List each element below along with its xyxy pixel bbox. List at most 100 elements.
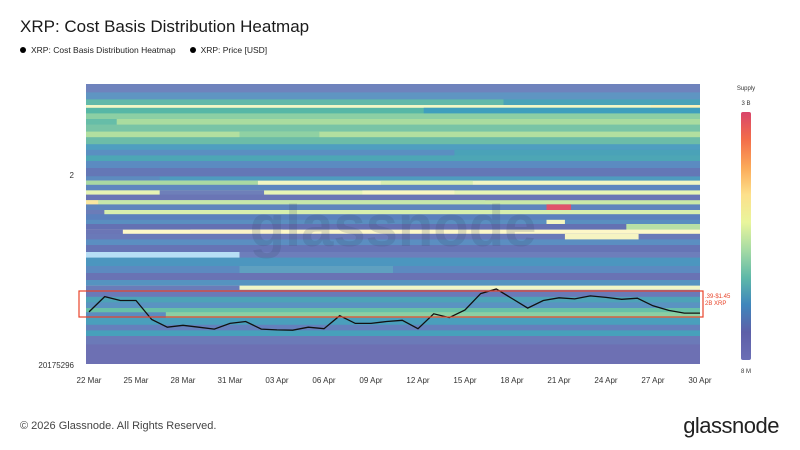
heatmap-cell <box>86 200 99 205</box>
legend-item-heatmap[interactable]: XRP: Cost Basis Distribution Heatmap <box>20 45 176 55</box>
heatmap-row <box>86 280 700 287</box>
heatmap-cell <box>546 204 572 211</box>
heatmap-row <box>86 239 700 246</box>
heatmap-cell <box>190 229 283 235</box>
legend-item-price[interactable]: XRP: Price [USD] <box>189 45 268 55</box>
y-tick-label: 2 <box>70 171 75 180</box>
heatmap-row <box>86 107 700 114</box>
heatmap-cell <box>86 252 240 259</box>
heatmap-cell <box>239 266 393 274</box>
heatmap-row <box>86 233 700 240</box>
heatmap-cell <box>86 229 123 235</box>
heatmap-cell <box>86 190 160 196</box>
x-tick-label: 24 Apr <box>594 376 617 385</box>
x-tick-label: 18 Apr <box>500 376 523 385</box>
heatmap-cell <box>86 285 240 291</box>
heatmap-row <box>86 312 700 319</box>
heatmap-row <box>86 144 700 151</box>
heatmap-row <box>86 176 700 182</box>
legend-dot-icon <box>189 47 196 53</box>
heatmap <box>86 84 700 364</box>
heatmap-row <box>86 119 700 126</box>
heatmap-cell <box>454 149 700 156</box>
heatmap-cell <box>98 200 486 205</box>
heatmap-row <box>86 257 700 267</box>
heatmap-row <box>86 344 700 364</box>
heatmap-row <box>86 302 700 309</box>
heatmap-cell <box>546 219 565 225</box>
heatmap-row <box>86 92 700 100</box>
heatmap-row <box>86 285 700 291</box>
heatmap-cell <box>86 99 504 106</box>
heatmap-cell <box>423 107 700 114</box>
heatmap-row <box>86 224 700 231</box>
heatmap-row <box>86 308 700 313</box>
heatmap-row <box>86 161 700 169</box>
heatmap-cell <box>626 224 700 231</box>
heatmap-cell <box>86 176 160 182</box>
heatmap-row <box>86 330 700 337</box>
heatmap-row <box>86 155 700 162</box>
x-tick-label: 31 Mar <box>218 376 243 385</box>
heatmap-row <box>86 229 700 235</box>
colorbar-min-label: 8 M <box>741 369 751 375</box>
heatmap-row <box>86 245 700 253</box>
heatmap-row <box>86 214 700 221</box>
x-tick-label: 12 Apr <box>406 376 429 385</box>
legend-dot-icon <box>20 47 26 53</box>
heatmap-row <box>86 84 700 93</box>
x-tick-label: 03 Apr <box>265 376 288 385</box>
x-tick-label: 06 Apr <box>312 376 335 385</box>
colorbar-title: Supply <box>737 86 755 92</box>
colorbar-max-label: 3 B <box>741 101 750 107</box>
heatmap-row <box>86 204 700 211</box>
chart-title: XRP: Cost Basis Distribution Heatmap <box>20 17 310 36</box>
y-tick-label: 20175296 <box>38 361 74 370</box>
heatmap-row <box>86 324 700 331</box>
heatmap-row <box>86 252 700 259</box>
heatmap-row <box>86 149 700 156</box>
x-tick-label: 21 Apr <box>547 376 570 385</box>
legend-label-heatmap: XRP: Cost Basis Distribution Heatmap <box>31 45 176 55</box>
heatmap-cell <box>104 210 700 215</box>
y-axis: 2 20175296 <box>38 171 74 370</box>
heatmap-row <box>86 336 700 345</box>
heatmap-cell <box>86 312 166 319</box>
colorbar <box>741 112 751 360</box>
heatmap-row <box>86 137 700 145</box>
heatmap-cell <box>86 210 105 215</box>
brand-logo: glassnode <box>683 413 779 438</box>
heatmap-cell <box>380 180 473 186</box>
heatmap-cell <box>362 190 455 196</box>
heatmap-cell <box>86 180 258 186</box>
heatmap-cell <box>86 105 651 109</box>
copyright-text: © 2026 Glassnode. All Rights Reserved. <box>20 420 217 432</box>
heatmap-cell <box>86 119 117 126</box>
annotation-supply-label: 2B XRP <box>705 301 726 307</box>
heatmap-row <box>86 296 700 303</box>
legend: XRP: Cost Basis Distribution Heatmap XRP… <box>20 45 267 55</box>
heatmap-row <box>86 184 700 191</box>
heatmap-row <box>86 113 700 120</box>
x-tick-label: 28 Mar <box>171 376 196 385</box>
heatmap-row <box>86 219 700 225</box>
heatmap-row <box>86 289 700 298</box>
x-tick-label: 25 Mar <box>124 376 149 385</box>
x-axis: 22 Mar 25 Mar 28 Mar 31 Mar 03 Apr 06 Apr 09 A… <box>77 376 712 385</box>
heatmap-row <box>86 124 700 133</box>
heatmap-cell <box>239 131 320 138</box>
x-tick-label: 22 Mar <box>77 376 102 385</box>
price-line <box>88 288 700 331</box>
heatmap-cell <box>159 190 265 196</box>
heatmap-cell <box>564 233 639 240</box>
x-tick-label: 15 Apr <box>453 376 476 385</box>
x-tick-label: 27 Apr <box>641 376 664 385</box>
annotation-range-label: .39-$1.45 <box>705 294 731 300</box>
heatmap-row <box>86 273 700 281</box>
x-tick-label: 30 Apr <box>688 376 711 385</box>
legend-label-price: XRP: Price [USD] <box>200 45 268 55</box>
heatmap-row <box>86 168 700 177</box>
x-tick-label: 09 Apr <box>359 376 382 385</box>
annotation-box <box>78 290 704 318</box>
heatmap-row <box>86 131 700 138</box>
